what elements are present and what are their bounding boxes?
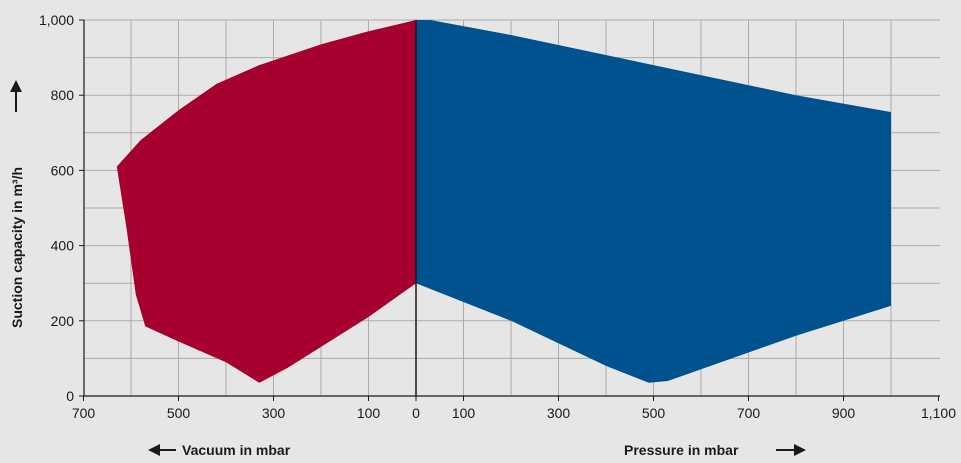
pressure-area (416, 20, 891, 383)
x-tick-label-pressure: 900 (832, 405, 856, 421)
x-tick-label-vacuum: 500 (167, 405, 191, 421)
vacuum-arrow-icon (148, 444, 176, 456)
y-axis-arrow-icon (10, 80, 22, 112)
x-tick-label-pressure: 1,100 (921, 405, 956, 421)
x-tick-label-pressure: 300 (547, 405, 571, 421)
x-tick-label-pressure: 500 (642, 405, 666, 421)
x-tick-label-vacuum: 300 (262, 405, 286, 421)
x-tick-label-pressure: 700 (737, 405, 761, 421)
tick-labels: 0 200 400 600 800 1,000 700 500 300 100 0 100 300 500… (39, 12, 956, 421)
pressure-arrow-icon (776, 444, 806, 456)
plot-areas (116, 20, 891, 383)
pressure-axis-title: Pressure in mbar (624, 442, 739, 458)
vacuum-area (116, 20, 417, 383)
y-axis-title: Suction capacity in m³/h (9, 167, 25, 328)
axis-titles: Suction capacity in m³/h Vacuum in mbar Pr… (9, 80, 806, 458)
y-tick-label: 400 (51, 238, 75, 254)
x-tick-label-pressure: 100 (452, 405, 476, 421)
y-tick-label: 1,000 (39, 12, 74, 28)
x-tick-label-vacuum: 700 (72, 405, 96, 421)
y-tick-label: 600 (51, 162, 75, 178)
x-tick-label-vacuum: 0 (412, 405, 420, 421)
y-tick-label: 200 (51, 313, 75, 329)
y-tick-label: 0 (66, 388, 74, 404)
y-tick-label: 800 (51, 87, 75, 103)
axes (83, 20, 940, 397)
vacuum-axis-title: Vacuum in mbar (182, 442, 291, 458)
x-tick-label-vacuum: 100 (357, 405, 381, 421)
